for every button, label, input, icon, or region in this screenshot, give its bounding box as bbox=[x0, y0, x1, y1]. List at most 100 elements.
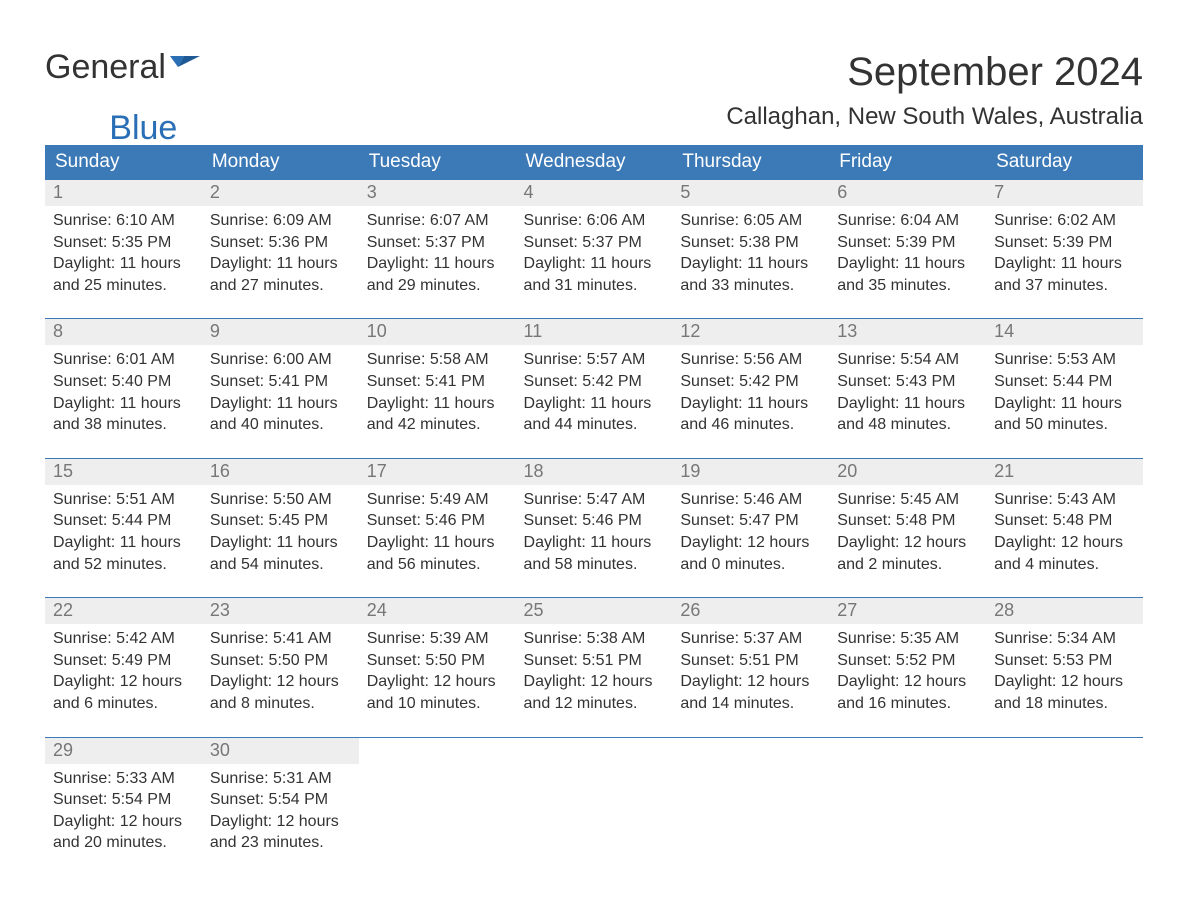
calendar-week: 15Sunrise: 5:51 AMSunset: 5:44 PMDayligh… bbox=[45, 458, 1143, 597]
sunset-text: Sunset: 5:54 PM bbox=[53, 789, 194, 811]
sunset-text: Sunset: 5:46 PM bbox=[367, 510, 508, 532]
flag-icon bbox=[170, 50, 200, 84]
daylight-text: Daylight: 11 hours bbox=[524, 393, 665, 415]
calendar-day: 6Sunrise: 6:04 AMSunset: 5:39 PMDaylight… bbox=[829, 180, 986, 319]
sunrise-text: Sunrise: 5:47 AM bbox=[524, 489, 665, 511]
calendar-day: 28Sunrise: 5:34 AMSunset: 5:53 PMDayligh… bbox=[986, 598, 1143, 737]
calendar-day: 22Sunrise: 5:42 AMSunset: 5:49 PMDayligh… bbox=[45, 598, 202, 737]
day-number: 30 bbox=[202, 738, 359, 764]
day-number: 5 bbox=[672, 180, 829, 206]
daylight-text: and 20 minutes. bbox=[53, 832, 194, 854]
sunrise-text: Sunrise: 5:50 AM bbox=[210, 489, 351, 511]
day-body: Sunrise: 5:56 AMSunset: 5:42 PMDaylight:… bbox=[672, 345, 829, 457]
calendar-day: 5Sunrise: 6:05 AMSunset: 5:38 PMDaylight… bbox=[672, 180, 829, 319]
calendar-week: 22 Sunrise: 5:42 AMSunset: 5:49 PM Dayligh… bbox=[45, 598, 1143, 737]
daylight-text: Daylight: 11 hours bbox=[367, 253, 508, 275]
calendar-day: 12Sunrise: 5:56 AMSunset: 5:42 PMDayligh… bbox=[672, 319, 829, 458]
calendar-day: 17Sunrise: 5:49 AMSunset: 5:46 PMDayligh… bbox=[359, 458, 516, 597]
sunset-text: Sunset: 5:37 PM bbox=[524, 232, 665, 254]
sunset-text: Sunset: 5:51 PM bbox=[524, 650, 665, 672]
sunset-text: Sunset: 5:45 PM bbox=[210, 510, 351, 532]
day-number: 13 bbox=[829, 319, 986, 345]
day-number: 1 bbox=[45, 180, 202, 206]
day-number: 19 bbox=[672, 459, 829, 485]
day-number: 2 bbox=[202, 180, 359, 206]
daylight-text: and 42 minutes. bbox=[367, 414, 508, 436]
daylight-text: Daylight: 12 hours bbox=[524, 671, 665, 693]
sunrise-text: Sunrise: 5:31 AM bbox=[210, 768, 351, 790]
col-mon: Monday bbox=[202, 145, 359, 180]
calendar-day bbox=[986, 737, 1143, 876]
daylight-text: and 6 minutes. bbox=[53, 693, 194, 715]
day-number: 8 bbox=[45, 319, 202, 345]
day-body: Sunrise: 5:46 AMSunset: 5:47 PMDaylight:… bbox=[672, 485, 829, 597]
day-body: Sunrise: 5:53 AMSunset: 5:44 PMDaylight:… bbox=[986, 345, 1143, 457]
daylight-text: and 12 minutes. bbox=[524, 693, 665, 715]
sunset-text: Sunset: 5:39 PM bbox=[837, 232, 978, 254]
sunrise-text: Sunrise: 6:10 AM bbox=[53, 210, 194, 232]
col-tue: Tuesday bbox=[359, 145, 516, 180]
daylight-text: Daylight: 11 hours bbox=[524, 532, 665, 554]
logo-text-1: General bbox=[45, 50, 166, 84]
day-body: Sunrise: 5:54 AMSunset: 5:43 PMDaylight:… bbox=[829, 345, 986, 457]
day-number: 28 bbox=[986, 598, 1143, 624]
calendar-day: 15Sunrise: 5:51 AMSunset: 5:44 PMDayligh… bbox=[45, 458, 202, 597]
day-number: 26 bbox=[672, 598, 829, 624]
calendar-day bbox=[516, 737, 673, 876]
daylight-text: and 27 minutes. bbox=[210, 275, 351, 297]
sunrise-text: Sunrise: 5:54 AM bbox=[837, 349, 978, 371]
sunrise-text: Sunrise: 5:39 AM bbox=[367, 628, 508, 650]
day-number: 14 bbox=[986, 319, 1143, 345]
sunrise-text: Sunrise: 5:42 AM bbox=[53, 628, 194, 650]
day-body: Sunrise: 6:05 AMSunset: 5:38 PMDaylight:… bbox=[672, 206, 829, 318]
day-number: 22 bbox=[45, 598, 202, 624]
sunrise-text: Sunrise: 6:00 AM bbox=[210, 349, 351, 371]
sunset-text: Sunset: 5:35 PM bbox=[53, 232, 194, 254]
daylight-text: and 52 minutes. bbox=[53, 554, 194, 576]
calendar-day: 25Sunrise: 5:38 AMSunset: 5:51 PMDayligh… bbox=[516, 598, 673, 737]
sunrise-text: Sunrise: 5:33 AM bbox=[53, 768, 194, 790]
daylight-text: and 46 minutes. bbox=[680, 414, 821, 436]
sunrise-text: Sunrise: 6:01 AM bbox=[53, 349, 194, 371]
day-number: 27 bbox=[829, 598, 986, 624]
calendar-day: 26Sunrise: 5:37 AMSunset: 5:51 PMDayligh… bbox=[672, 598, 829, 737]
day-body: Sunrise: 5:51 AMSunset: 5:44 PMDaylight:… bbox=[45, 485, 202, 597]
sunset-text: Sunset: 5:49 PM bbox=[53, 650, 194, 672]
calendar-day: 3Sunrise: 6:07 AMSunset: 5:37 PMDaylight… bbox=[359, 180, 516, 319]
daylight-text: and 40 minutes. bbox=[210, 414, 351, 436]
day-number: 4 bbox=[516, 180, 673, 206]
day-body: Sunrise: 6:09 AMSunset: 5:36 PMDaylight:… bbox=[202, 206, 359, 318]
sunrise-text: Sunrise: 5:53 AM bbox=[994, 349, 1135, 371]
day-number: 18 bbox=[516, 459, 673, 485]
calendar-day: 27Sunrise: 5:35 AMSunset: 5:52 PMDayligh… bbox=[829, 598, 986, 737]
daylight-text: Daylight: 11 hours bbox=[994, 253, 1135, 275]
daylight-text: Daylight: 12 hours bbox=[994, 532, 1135, 554]
daylight-text: Daylight: 11 hours bbox=[367, 532, 508, 554]
location-text: Callaghan, New South Wales, Australia bbox=[726, 103, 1143, 131]
daylight-text: Daylight: 12 hours bbox=[210, 811, 351, 833]
daylight-text: Daylight: 11 hours bbox=[837, 253, 978, 275]
calendar-day: 10Sunrise: 5:58 AMSunset: 5:41 PMDayligh… bbox=[359, 319, 516, 458]
col-sat: Saturday bbox=[986, 145, 1143, 180]
page-title: September 2024 bbox=[847, 50, 1143, 95]
day-number: 20 bbox=[829, 459, 986, 485]
daylight-text: and 37 minutes. bbox=[994, 275, 1135, 297]
sunset-text: Sunset: 5:43 PM bbox=[837, 371, 978, 393]
daylight-text: Daylight: 12 hours bbox=[994, 671, 1135, 693]
sunrise-text: Sunrise: 5:51 AM bbox=[53, 489, 194, 511]
sunset-text: Sunset: 5:42 PM bbox=[524, 371, 665, 393]
day-body: Sunrise: 5:47 AMSunset: 5:46 PMDaylight:… bbox=[516, 485, 673, 597]
daylight-text: and 56 minutes. bbox=[367, 554, 508, 576]
calendar-day: 1Sunrise: 6:10 AMSunset: 5:35 PMDaylight… bbox=[45, 180, 202, 319]
col-wed: Wednesday bbox=[516, 145, 673, 180]
sunrise-text: Sunrise: 5:56 AM bbox=[680, 349, 821, 371]
sunrise-text: Sunrise: 5:41 AM bbox=[210, 628, 351, 650]
daylight-text: and 10 minutes. bbox=[367, 693, 508, 715]
daylight-text: and 50 minutes. bbox=[994, 414, 1135, 436]
day-number: 6 bbox=[829, 180, 986, 206]
day-body: Sunrise: 5:39 AMSunset: 5:50 PMDaylight:… bbox=[359, 624, 516, 736]
logo-line2: Gen Blue bbox=[45, 111, 177, 145]
col-thu: Thursday bbox=[672, 145, 829, 180]
daylight-text: Daylight: 11 hours bbox=[524, 253, 665, 275]
day-body: Sunrise: 6:04 AMSunset: 5:39 PMDaylight:… bbox=[829, 206, 986, 318]
